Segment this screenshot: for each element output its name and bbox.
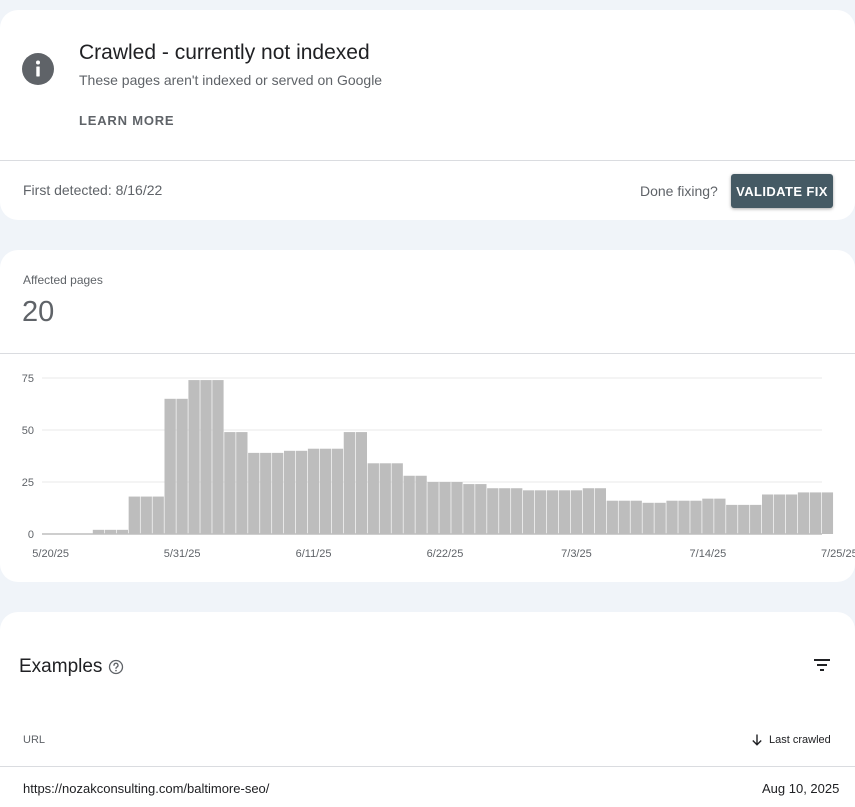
- x-tick-label: 7/14/25: [690, 548, 727, 560]
- affected-pages-card: Affected pages 20 0 25 50 75 5/20/25 5/31/25 6…: [0, 250, 855, 582]
- chart-bar[interactable]: [224, 432, 236, 534]
- chart-bar[interactable]: [666, 500, 678, 534]
- chart-bar[interactable]: [690, 500, 702, 534]
- filter-icon[interactable]: [812, 655, 832, 675]
- chart-bar[interactable]: [128, 496, 140, 534]
- affected-pages-chart: 0 25 50 75 5/20/25 5/31/25 6/11/25 6/22/25 7/3/2…: [22, 373, 855, 560]
- x-tick-label: 5/20/25: [32, 548, 69, 560]
- chart-bar[interactable]: [248, 452, 260, 534]
- chart-bar[interactable]: [343, 432, 356, 534]
- y-tick-label: 0: [28, 529, 34, 541]
- chart-bar[interactable]: [92, 529, 105, 534]
- chart-bar[interactable]: [570, 490, 583, 534]
- chart-bar[interactable]: [558, 490, 571, 534]
- chart-bar[interactable]: [487, 488, 499, 534]
- chart-bar[interactable]: [546, 490, 559, 534]
- chart-bar[interactable]: [116, 529, 128, 534]
- chart-bar[interactable]: [463, 484, 475, 534]
- y-tick-label: 75: [22, 373, 34, 385]
- chart-bar[interactable]: [451, 482, 463, 534]
- examples-card: Examples URL Last crawled https://nozakc…: [0, 612, 855, 807]
- learn-more-link[interactable]: LEARN MORE: [79, 113, 175, 128]
- x-tick-label: 7/25/25: [821, 548, 855, 560]
- chart-bar[interactable]: [104, 529, 117, 534]
- chart-bar[interactable]: [821, 492, 834, 534]
- chart-bar[interactable]: [606, 500, 618, 534]
- issue-card: Crawled - currently not indexed These pa…: [0, 10, 855, 220]
- chart-bar[interactable]: [164, 398, 176, 534]
- chart-bar[interactable]: [355, 432, 367, 534]
- done-fixing-label: Done fixing?: [640, 183, 718, 199]
- arrow-down-icon: [752, 734, 762, 746]
- affected-pages-label: Affected pages: [23, 273, 103, 287]
- chart-bar[interactable]: [331, 448, 344, 534]
- chart-bar[interactable]: [726, 504, 738, 534]
- first-detected-text: First detected: 8/16/22: [23, 182, 163, 198]
- x-tick-label: 6/22/25: [427, 548, 464, 560]
- examples-title: Examples: [19, 656, 103, 677]
- chart-bar[interactable]: [212, 380, 224, 534]
- info-icon: [22, 53, 54, 85]
- chart-bar[interactable]: [594, 488, 606, 534]
- chart-bar[interactable]: [176, 398, 188, 534]
- chart-bar[interactable]: [511, 488, 523, 534]
- chart-bar[interactable]: [809, 492, 822, 534]
- x-tick-label: 5/31/25: [164, 548, 201, 560]
- chart-bar[interactable]: [773, 494, 786, 534]
- chart-bar[interactable]: [702, 498, 714, 534]
- chart-bar[interactable]: [523, 490, 535, 534]
- chart-bar[interactable]: [534, 490, 547, 534]
- chart-bar[interactable]: [307, 448, 320, 534]
- chart-bar[interactable]: [391, 463, 403, 534]
- chart-bar[interactable]: [785, 494, 798, 534]
- chart-bar[interactable]: [475, 484, 487, 534]
- chart-bar[interactable]: [367, 463, 379, 534]
- column-header-last-crawled[interactable]: Last crawled: [750, 733, 831, 747]
- row-url[interactable]: https://nozakconsulting.com/baltimore-se…: [23, 781, 270, 796]
- column-header-url[interactable]: URL: [23, 734, 46, 746]
- chart-bar[interactable]: [284, 450, 296, 534]
- chart-bar[interactable]: [415, 475, 427, 534]
- chart-bar[interactable]: [152, 496, 164, 534]
- chart-bar[interactable]: [379, 463, 391, 534]
- chart-bar[interactable]: [499, 488, 511, 534]
- divider: [0, 353, 855, 354]
- chart-bar[interactable]: [797, 492, 810, 534]
- chart-bar[interactable]: [630, 500, 642, 534]
- chart-bar[interactable]: [439, 482, 451, 534]
- issue-title: Crawled - currently not indexed: [79, 41, 370, 64]
- chart-bar[interactable]: [319, 448, 332, 534]
- x-tick-label: 6/11/25: [296, 548, 332, 560]
- chart-bar[interactable]: [200, 380, 212, 534]
- chart-bar[interactable]: [236, 432, 248, 534]
- chart-bar[interactable]: [260, 452, 272, 534]
- affected-pages-count: 20: [22, 296, 55, 328]
- chart-bar[interactable]: [654, 502, 666, 534]
- chart-bar[interactable]: [295, 450, 308, 534]
- chart-bar[interactable]: [738, 504, 750, 534]
- chart-bar[interactable]: [618, 500, 630, 534]
- last-crawled-label: Last crawled: [769, 734, 831, 746]
- chart-bar[interactable]: [678, 500, 690, 534]
- chart-bar[interactable]: [403, 475, 415, 534]
- chart-bar[interactable]: [272, 452, 284, 534]
- validate-fix-button[interactable]: VALIDATE FIX: [731, 174, 833, 208]
- chart-bar[interactable]: [750, 504, 762, 534]
- help-circle-icon[interactable]: [108, 659, 124, 675]
- chart-bar[interactable]: [582, 488, 595, 534]
- chart-bar[interactable]: [188, 380, 200, 534]
- y-tick-label: 50: [22, 425, 34, 437]
- row-last-crawled: Aug 10, 2025: [762, 781, 840, 796]
- chart-bar[interactable]: [762, 494, 774, 534]
- x-tick-label: 7/3/25: [561, 548, 592, 560]
- divider: [0, 766, 855, 767]
- chart-bar[interactable]: [714, 498, 726, 534]
- issue-subtitle: These pages aren't indexed or served on …: [79, 72, 383, 88]
- chart-bar[interactable]: [140, 496, 152, 534]
- y-tick-label: 25: [22, 477, 34, 489]
- chart-bar[interactable]: [427, 482, 439, 534]
- divider: [0, 160, 855, 161]
- chart-bar[interactable]: [642, 502, 654, 534]
